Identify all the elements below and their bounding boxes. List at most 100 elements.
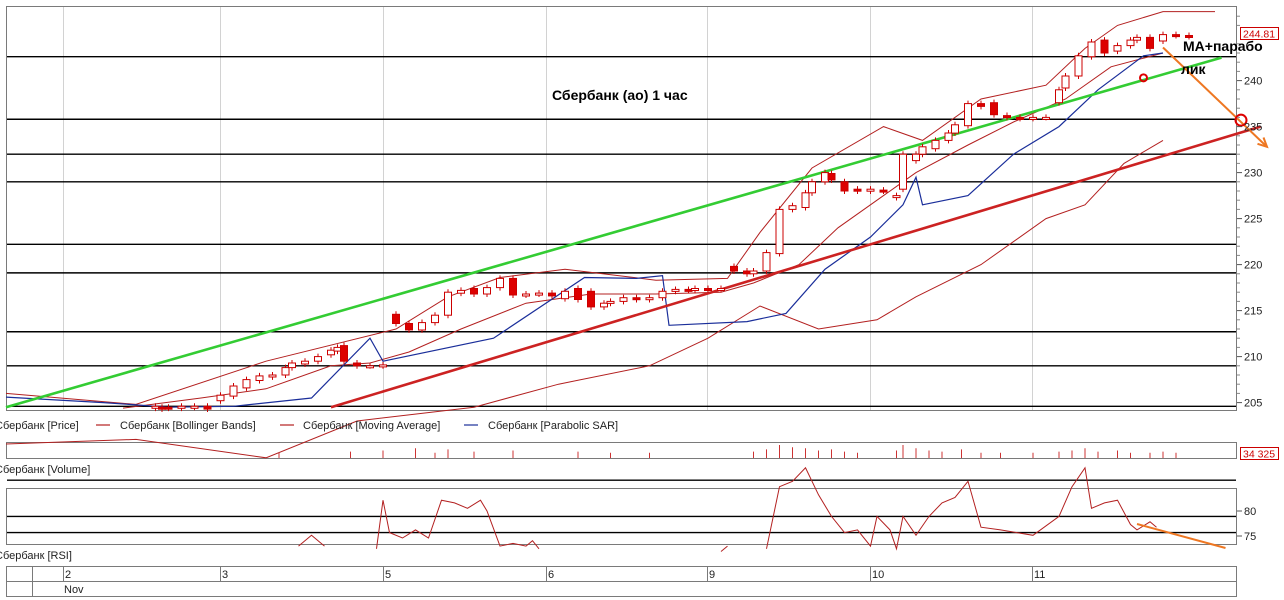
candle-body: [1074, 55, 1083, 77]
candle-body: [431, 314, 439, 324]
candle-body: [444, 291, 452, 316]
candle-body: [151, 405, 160, 409]
price-axis-tick-label: 225: [1244, 214, 1262, 226]
candle-body: [574, 288, 582, 300]
signal-circle-small: [1139, 73, 1148, 83]
candle-body: [483, 287, 491, 295]
rsi-line: [376, 499, 540, 550]
candle-body: [301, 360, 309, 365]
candle-body: [762, 252, 771, 272]
candle-body: [691, 288, 699, 291]
candle-body: [340, 345, 348, 362]
candle-body: [918, 146, 927, 155]
candle-body: [899, 153, 907, 190]
price-axis-tick-label: 210: [1244, 352, 1262, 364]
candle-body: [522, 293, 530, 297]
candle-body: [1055, 89, 1063, 104]
candle-body: [190, 405, 199, 409]
candle-body: [164, 406, 173, 410]
candle-body: [1042, 116, 1050, 120]
candle-body: [255, 375, 264, 381]
forecast-arrow-line: [1162, 46, 1268, 148]
red-trendline: [330, 125, 1261, 409]
candle-body: [600, 302, 608, 308]
legend-label-rsi: Сбербанк [RSI]: [0, 550, 72, 562]
candle-body: [684, 288, 693, 292]
candle-body: [840, 181, 849, 192]
rsi-panel-frame: [6, 488, 1237, 545]
legend-label-bollinger: Сбербанк [Bollinger Bands]: [120, 420, 256, 432]
date-axis-tick-label: 11: [1034, 569, 1045, 581]
bollinger-upper-line: [5, 11, 1215, 405]
chart-title: Сбербанк (ао) 1 час: [552, 87, 688, 103]
candle-body: [379, 364, 387, 368]
parabolic-sar-line: [5, 52, 1164, 408]
price-axis-tick-label: 240: [1244, 76, 1262, 88]
candle-body: [587, 290, 595, 308]
candle-body: [808, 181, 816, 194]
price-axis-tick-label: 235: [1244, 122, 1262, 134]
indicator-annotation-line2: лик: [1181, 61, 1207, 77]
legend-label-moving-average: Сбербанк [Moving Average]: [303, 420, 440, 432]
date-axis-tick-label: 5: [385, 569, 391, 581]
candle-body: [405, 323, 413, 331]
candle-body: [606, 300, 615, 304]
candle-body: [1126, 39, 1135, 47]
candle-body: [671, 288, 680, 292]
candle-body: [268, 374, 277, 378]
candle-body: [1113, 45, 1122, 52]
candle-body: [1003, 115, 1011, 119]
rsi-line: [766, 466, 1157, 551]
candle-body: [457, 289, 465, 294]
candle-body: [281, 367, 290, 376]
candle-body: [912, 153, 920, 162]
date-axis-tick-label: 9: [709, 569, 715, 581]
candle-body: [392, 313, 400, 324]
candle-body: [1029, 116, 1037, 120]
candle-body: [1061, 75, 1070, 89]
candle-body: [158, 406, 166, 410]
candle-body: [951, 124, 959, 134]
candle-body: [775, 208, 784, 255]
candle-body: [788, 205, 797, 210]
candle-body: [1100, 39, 1109, 54]
candle-body: [353, 362, 361, 367]
date-axis-tick-label: 6: [548, 569, 554, 581]
date-axis-month-label: Nov: [64, 584, 84, 596]
candle-body: [632, 297, 641, 301]
candle-body: [964, 103, 972, 127]
legend-label-parabolic-sar: Сбербанк [Parabolic SAR]: [488, 420, 618, 432]
candle-body: [892, 195, 901, 199]
last-price-box: [1240, 27, 1279, 40]
candle-body: [1016, 116, 1024, 120]
candle-body: [216, 394, 225, 402]
candle-body: [704, 288, 712, 291]
candle-body: [717, 288, 725, 291]
signal-circle-large: [1234, 113, 1248, 127]
candle-body: [944, 132, 953, 141]
candle-body: [242, 379, 251, 389]
rsi-line: [298, 534, 325, 547]
candle-body: [866, 188, 875, 192]
candle-body: [327, 349, 335, 356]
price-axis-tick-label: 205: [1244, 398, 1262, 410]
candle-body: [418, 322, 426, 331]
legend-label-volume: Сбербанк [Volume]: [0, 464, 90, 476]
bollinger-lower-line: [5, 139, 1164, 459]
rsi-forecast-line: [1136, 523, 1226, 549]
candle-body: [496, 277, 504, 289]
candle-body: [229, 385, 238, 397]
last-price-label: 244.81: [1243, 29, 1275, 41]
candle-body: [314, 356, 322, 362]
candle-body: [821, 172, 829, 183]
candle-body: [645, 297, 654, 301]
volume-value-label: 34 325: [1243, 449, 1275, 461]
rsi-line: [720, 545, 728, 552]
candle-body: [853, 188, 862, 192]
candle-body: [658, 290, 667, 299]
date-axis-tick-label: 3: [222, 569, 228, 581]
price-axis-tick-label: 215: [1244, 306, 1262, 318]
candle-body: [749, 270, 758, 275]
candle-body: [730, 265, 738, 272]
